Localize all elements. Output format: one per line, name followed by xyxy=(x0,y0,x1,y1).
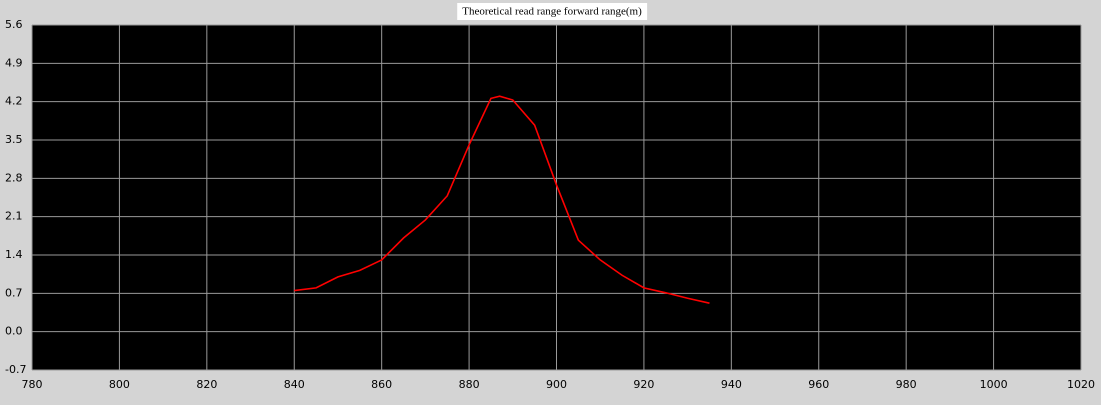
x-tick-label: 940 xyxy=(721,378,742,391)
x-tick-label: 1020 xyxy=(1067,378,1095,391)
data-line xyxy=(294,95,710,304)
x-tick-label: 880 xyxy=(459,378,480,391)
x-tick-label: 900 xyxy=(546,378,567,391)
y-tick-label: 3.5 xyxy=(5,133,23,146)
y-tick-label: 2.1 xyxy=(5,210,23,223)
y-tick-label: 1.4 xyxy=(5,248,23,261)
y-tick-label: 4.2 xyxy=(5,95,23,108)
y-tick-label: 0.0 xyxy=(5,325,23,338)
x-tick-label: 840 xyxy=(284,378,305,391)
y-tick-label: 5.6 xyxy=(5,18,23,31)
y-tick-label: 0.7 xyxy=(5,286,23,299)
x-tick-label: 920 xyxy=(633,378,654,391)
x-tick-label: 860 xyxy=(371,378,392,391)
x-tick-label: 780 xyxy=(22,378,43,391)
y-tick-label: 4.9 xyxy=(5,56,23,69)
y-tick-label: -0.7 xyxy=(5,363,26,376)
x-tick-label: 980 xyxy=(896,378,917,391)
title-box xyxy=(457,3,648,20)
x-tick-label: 800 xyxy=(109,378,130,391)
x-tick-label: 1000 xyxy=(980,378,1008,391)
x-tick-label: 820 xyxy=(196,378,217,391)
x-tick-label: 960 xyxy=(808,378,829,391)
chart-title: Theoretical read range forward range(m) xyxy=(462,6,642,18)
y-tick-label: 2.8 xyxy=(5,171,23,184)
